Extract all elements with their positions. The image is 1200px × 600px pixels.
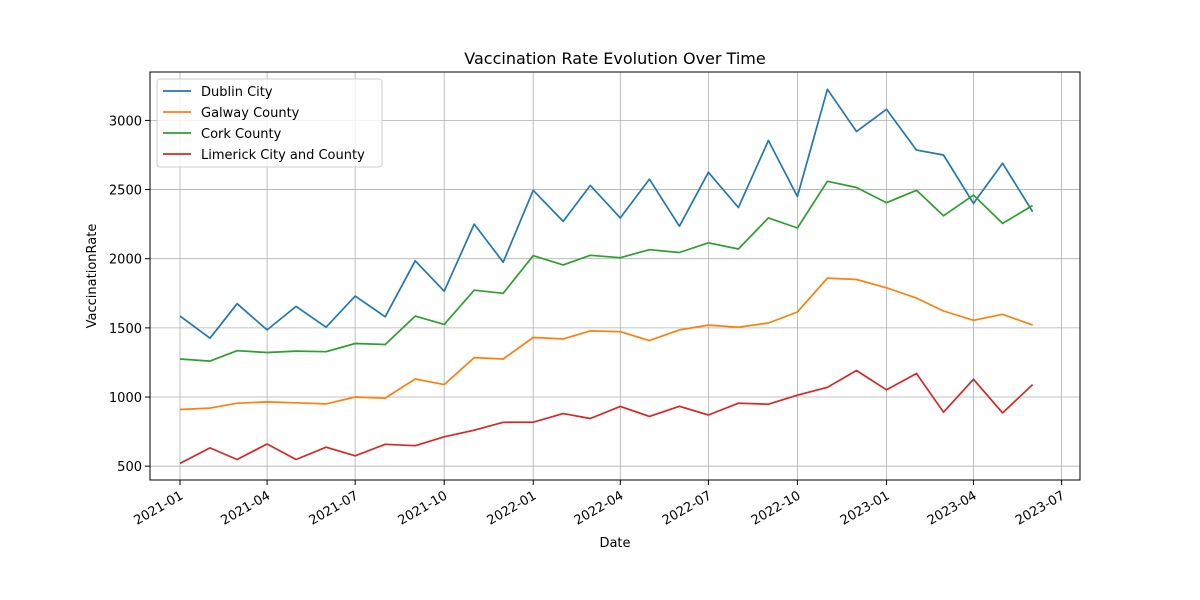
legend-label-dublin-city: Dublin City <box>201 85 273 100</box>
series-line-limerick-city-and-county <box>179 369 1034 465</box>
x-tick-label: 2023-01 <box>838 488 893 528</box>
x-tick-label: 2021-07 <box>307 488 362 528</box>
x-tick-label: 2022-04 <box>572 488 627 528</box>
chart-title: Vaccination Rate Evolution Over Time <box>464 49 765 68</box>
series-layer <box>179 88 1034 465</box>
legend-label-limerick-city-and-county: Limerick City and County <box>201 148 365 163</box>
y-axis-ticks: 500 1000 1500 2000 2500 3000 <box>109 114 150 475</box>
x-tick-label: 2023-04 <box>925 488 980 528</box>
x-tick-label: 2022-07 <box>660 488 715 528</box>
y-tick-label: 3000 <box>109 114 142 129</box>
plot-frame <box>149 71 1081 481</box>
x-tick-label: 2021-10 <box>396 488 451 528</box>
legend-box <box>156 78 383 168</box>
legend-label-cork-county: Cork County <box>201 127 282 142</box>
legend-label-galway-county: Galway County <box>201 106 300 121</box>
y-axis-title: VaccinationRate <box>85 224 100 329</box>
x-tick-label: 2023-07 <box>1013 488 1068 528</box>
series-line-cork-county <box>179 180 1034 362</box>
series-line-galway-county <box>179 277 1033 411</box>
legend: Dublin City Galway County Cork County Limer… <box>156 78 383 168</box>
grid-layer <box>150 72 1080 480</box>
y-tick-label: 1000 <box>109 391 142 406</box>
y-tick-label: 2500 <box>109 184 142 199</box>
series-line-dublin-city <box>179 88 1034 340</box>
x-axis-title: Date <box>599 536 630 551</box>
y-tick-label: 1500 <box>109 322 142 337</box>
x-axis-ticks: 2021-01 2021-04 2021-07 2021-10 2022-01 2022-… <box>131 480 1068 529</box>
x-tick-label: 2021-04 <box>219 488 274 528</box>
x-tick-label: 2022-10 <box>749 488 804 528</box>
y-tick-label: 2000 <box>109 253 142 268</box>
y-tick-label: 500 <box>117 460 142 475</box>
x-tick-label: 2022-01 <box>485 488 540 528</box>
x-tick-label: 2021-01 <box>131 488 186 528</box>
